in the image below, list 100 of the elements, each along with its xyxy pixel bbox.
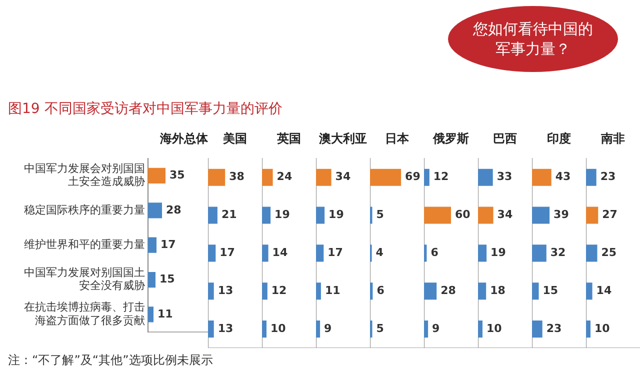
bar [586, 206, 598, 224]
y-tick-label: 稳定国际秩序的重要力量 [24, 203, 145, 216]
data-label: 17 [220, 246, 235, 260]
data-label: 19 [328, 208, 344, 222]
y-tick-label: 中国军力发展对别国国土安全没有威胁 [24, 266, 145, 292]
bar [424, 244, 427, 262]
chart-title: 印度 [547, 131, 571, 146]
data-label: 33 [496, 170, 512, 184]
bar [316, 282, 321, 300]
bar [424, 282, 437, 300]
data-label: 32 [550, 246, 566, 260]
bar [208, 282, 214, 300]
data-label: 19 [274, 208, 290, 222]
chart-title: 日本 [385, 131, 410, 146]
chart-title: 英国 [276, 131, 301, 146]
data-label: 23 [600, 170, 616, 184]
bar [370, 282, 373, 300]
bar [148, 202, 162, 218]
y-tick-label: 中国军力发展会对别国国土安全造成威胁 [24, 162, 145, 188]
bar [532, 206, 550, 224]
bar [208, 206, 218, 224]
data-label: 15 [160, 272, 175, 286]
bar [424, 168, 430, 186]
data-label: 14 [596, 284, 612, 297]
data-label: 28 [166, 203, 182, 216]
bar [478, 244, 487, 262]
chart-title: 美国 [222, 131, 247, 146]
data-label: 12 [271, 284, 287, 297]
chart-title: 澳大利亚 [318, 131, 367, 146]
bar [316, 320, 320, 338]
data-label: 9 [324, 322, 332, 335]
data-label: 10 [270, 322, 286, 335]
data-label: 69 [405, 170, 420, 184]
data-label: 5 [376, 322, 384, 335]
bar [478, 320, 482, 338]
data-label: 13 [218, 322, 234, 335]
data-label: 12 [433, 170, 449, 184]
bar [316, 206, 325, 224]
bar [262, 206, 271, 224]
data-label: 10 [594, 322, 610, 335]
data-label: 10 [486, 322, 502, 335]
data-label: 17 [160, 238, 176, 251]
bar [316, 244, 324, 262]
bar [262, 168, 273, 186]
bar [532, 168, 552, 186]
bar [148, 272, 156, 288]
data-label: 4 [376, 246, 384, 260]
data-label: 34 [497, 208, 513, 222]
data-label: 39 [554, 208, 569, 222]
data-label: 38 [229, 170, 244, 184]
bar [208, 244, 216, 262]
caption: 图19 不同国家受访者对中国军事力量的评价 [8, 100, 282, 118]
bar [478, 282, 486, 300]
bar [532, 282, 539, 300]
data-label: 17 [328, 246, 343, 260]
data-label: 15 [542, 284, 558, 297]
data-label: 21 [221, 208, 237, 222]
bar [586, 244, 598, 262]
data-label: 14 [272, 246, 288, 260]
bar [478, 206, 494, 224]
text: 注：“不了解”及“其他”选项比例未展示 [8, 352, 213, 369]
data-label: 27 [602, 208, 618, 222]
data-label: 18 [490, 284, 506, 297]
data-label: 60 [455, 208, 471, 222]
data-label: 28 [440, 284, 456, 297]
data-label: 24 [276, 170, 292, 184]
chart-title: 俄罗斯 [432, 131, 469, 146]
bar [148, 237, 156, 253]
y-tick-label: 在抗击埃博拉病毒、打击海盗方面做了很多贡献 [24, 300, 145, 327]
data-label: 9 [432, 322, 440, 335]
bar [424, 206, 451, 224]
y-tick-label: 维护世界和平的重要力量 [24, 238, 145, 251]
data-label: 43 [555, 170, 571, 184]
chart-title: 海外总体 [159, 131, 209, 146]
bar [262, 320, 266, 338]
data-label: 35 [170, 168, 185, 182]
bar [148, 168, 166, 184]
bar [370, 168, 402, 186]
bar [586, 168, 596, 186]
data-label: 6 [376, 284, 385, 297]
data-label: 6 [430, 246, 439, 260]
data-label: 5 [376, 208, 384, 222]
text: 您如何看待中国的军事力量？ [448, 6, 618, 72]
bar [208, 168, 226, 186]
bar [424, 320, 428, 338]
chart-title: 巴西 [493, 131, 517, 146]
bar [262, 282, 268, 300]
bar [208, 320, 214, 338]
data-label: 13 [218, 284, 234, 297]
chart-title: 南非 [600, 131, 625, 146]
bar [262, 244, 268, 262]
bar [586, 320, 590, 338]
data-label: 23 [546, 322, 562, 335]
data-label: 11 [158, 307, 173, 320]
bar [316, 168, 332, 186]
bar [586, 282, 592, 300]
data-label: 11 [324, 284, 340, 297]
bar [532, 320, 542, 338]
data-label: 19 [490, 246, 506, 260]
data-label: 34 [335, 170, 351, 184]
